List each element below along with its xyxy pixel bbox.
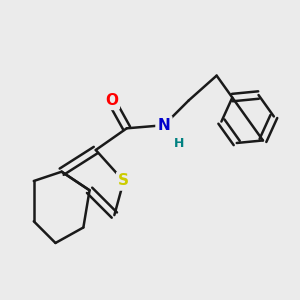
Text: N: N [158,118,170,133]
Text: S: S [118,173,129,188]
Text: O: O [105,93,118,108]
Text: H: H [174,137,184,150]
